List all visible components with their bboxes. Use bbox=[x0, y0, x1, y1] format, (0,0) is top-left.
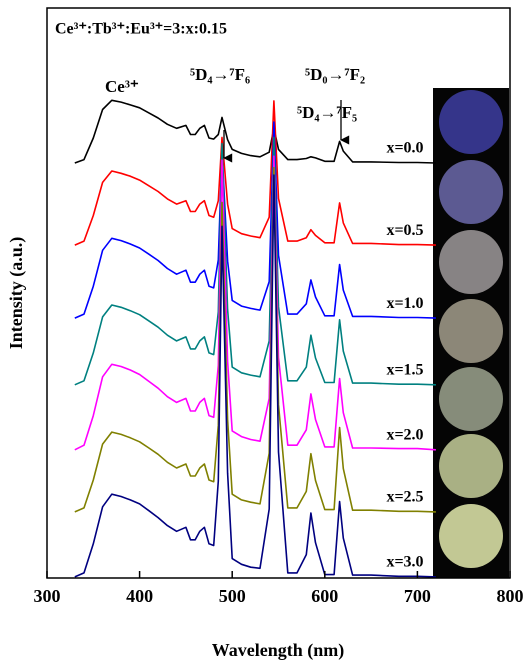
x-tick-label: 500 bbox=[219, 586, 246, 606]
sample-photos bbox=[433, 88, 509, 578]
plot-area bbox=[74, 99, 436, 578]
spectrum-line bbox=[74, 100, 436, 246]
x-tick-label: 400 bbox=[126, 586, 153, 606]
x-tick-label: 300 bbox=[34, 586, 61, 606]
annotation: ⁵D₄→⁷F₆ bbox=[190, 65, 250, 84]
sample-photo bbox=[439, 160, 503, 224]
sample-photo bbox=[439, 504, 503, 568]
sample-photo bbox=[439, 90, 503, 154]
series-label: x=1.5 bbox=[386, 361, 423, 378]
sample-photo bbox=[439, 434, 503, 498]
annotation: Ce³⁺ bbox=[105, 77, 139, 96]
x-axis-title: Wavelength (nm) bbox=[212, 640, 345, 661]
spectrum-line bbox=[74, 99, 436, 164]
series-label: x=3.0 bbox=[386, 554, 423, 571]
plot-frame bbox=[46, 7, 511, 579]
series-label: x=1.0 bbox=[386, 295, 423, 312]
series-label: x=0.0 bbox=[386, 140, 423, 157]
spectrum-line bbox=[74, 166, 436, 513]
spectrum-line bbox=[74, 136, 436, 386]
series-label: x=2.5 bbox=[386, 489, 423, 506]
sample-photo bbox=[439, 230, 503, 294]
series-label: x=2.0 bbox=[386, 426, 423, 443]
spectrum-line bbox=[74, 174, 436, 578]
sample-photo bbox=[439, 299, 503, 363]
annotation: ⁵D₀→⁷F₂ bbox=[305, 65, 365, 84]
x-tick-label: 700 bbox=[404, 586, 431, 606]
series-label: x=0.5 bbox=[386, 222, 423, 239]
spectrum-line bbox=[74, 121, 436, 319]
chart-title: Ce³⁺:Tb³⁺:Eu³⁺=3:x:0.15 bbox=[55, 21, 227, 38]
sample-photo bbox=[439, 367, 503, 431]
spectrum-line bbox=[74, 155, 436, 451]
annotation: ⁵D₄→⁷F₅ bbox=[297, 103, 357, 122]
y-axis-title: Intensity (a.u.) bbox=[6, 237, 27, 350]
x-tick-label: 600 bbox=[311, 586, 338, 606]
x-tick-label: 800 bbox=[497, 586, 524, 606]
